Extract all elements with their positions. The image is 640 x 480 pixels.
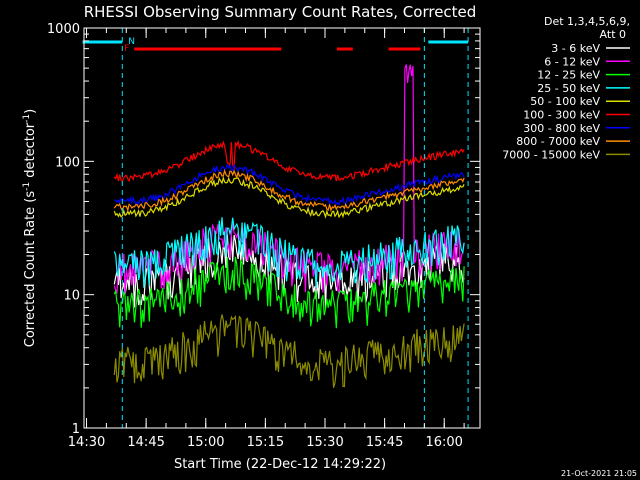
series-line-7 [113,168,465,213]
series-line-6 [114,163,465,206]
legend-label: 300 - 800 keV [523,122,600,135]
y-tick-label: 1 [72,422,80,437]
x-axis-label: Start Time (22-Dec-12 14:29:22) [174,457,386,472]
x-tick-label: 15:30 [306,435,343,450]
legend-label: 800 - 7000 keV [516,135,600,148]
y-tick-label: 1000 [47,22,80,37]
flag-layer: NF [82,28,469,428]
night-flag-label: N [128,37,135,47]
x-tick-label: 16:00 [425,435,462,450]
plot-frame [83,27,481,429]
x-tick-label: 15:45 [366,435,403,450]
legend-label: 3 - 6 keV [551,42,600,55]
x-tick-label: 14:30 [68,435,105,450]
x-tick-label: 15:00 [187,435,224,450]
legend-label: 25 - 50 keV [537,82,600,95]
x-tick-label: 15:15 [247,435,284,450]
x-tick-label: 14:45 [127,435,164,450]
flare-flag-label: F [124,44,129,54]
legend-label: 7000 - 15000 keV [502,148,600,161]
series-line-4 [113,175,465,219]
legend-label: 50 - 100 keV [530,95,600,108]
legend-label: 12 - 25 keV [537,69,600,82]
series-line-3 [113,217,465,288]
y-axis-label: Corrected Count Rate (s-1 detector-1) [22,109,38,347]
attenuator-label: Att 0 [600,28,626,41]
y-tick-label: 10 [63,289,80,304]
x-axis: 14:30 14:45 15:00 15:15 15:30 15:45 16:00 [68,28,465,450]
legend-label: 6 - 12 keV [544,55,600,68]
legend-label: 100 - 300 keV [523,109,600,122]
series-line-8 [113,314,465,388]
detectors-label: Det 1,3,4,5,6,9, [544,15,630,28]
y-axis: 1 10 100 1000 [47,22,480,437]
series-line-2 [113,256,465,329]
series-line-5 [113,139,465,183]
series-layer [113,64,465,388]
y-tick-label: 100 [55,155,80,170]
chart-title: RHESSI Observing Summary Count Rates, Co… [84,3,477,21]
timestamp: 21-Oct-2021 21:05 [561,469,637,478]
